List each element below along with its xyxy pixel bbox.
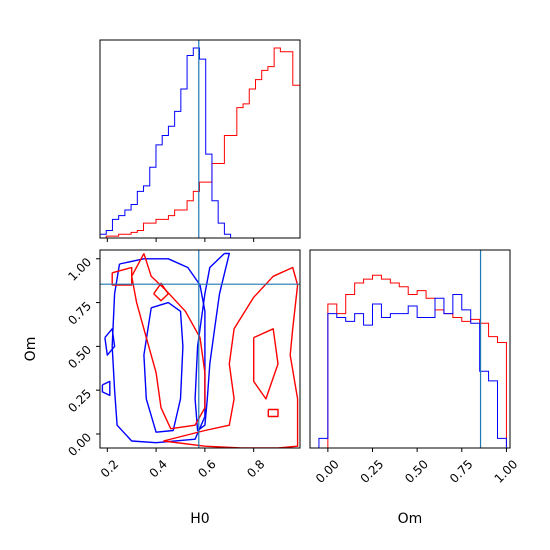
x-tick-label: 0.50 xyxy=(402,457,431,486)
x-tick-label: 1.00 xyxy=(492,457,521,486)
x-tick-label: 0.00 xyxy=(313,457,342,486)
panel-hist-H0 xyxy=(99,39,301,242)
x-tick-label: 0.6 xyxy=(195,457,218,480)
x-axis-label-Om: Om xyxy=(398,511,423,527)
histogram-series-0 xyxy=(100,47,300,238)
hist-Om-frame xyxy=(309,249,511,449)
panel-contour-H0-Om: 0.2 0.4 0.6 0.8 0.00 0.25 0.50 0.75 1.00 H0 Om xyxy=(23,249,301,527)
y-tick-label: 1.00 xyxy=(65,255,94,284)
contour-line-6 xyxy=(111,266,133,286)
contour-line-8 xyxy=(153,282,170,302)
x-tick-label: 0.75 xyxy=(447,457,476,486)
y-tick-label: 0.00 xyxy=(65,430,94,459)
y-tick-label: 0.25 xyxy=(65,386,94,415)
contour-line-7 xyxy=(267,408,279,418)
contour-line-10 xyxy=(101,380,111,397)
histogram-series-1 xyxy=(100,47,300,238)
panel-hist-Om: 0.00 0.25 0.50 0.75 1.00 Om xyxy=(309,249,521,527)
x-tick-label: 0.2 xyxy=(98,457,121,480)
contour-line-0 xyxy=(111,258,206,444)
contour-line-1 xyxy=(143,301,184,433)
hist-H0-frame xyxy=(99,39,301,239)
contour-frame xyxy=(99,249,301,449)
y-tick-label: 0.50 xyxy=(65,343,94,372)
histogram-series-0 xyxy=(318,274,507,448)
x-tick-label: 0.4 xyxy=(147,457,170,480)
contour-line-3 xyxy=(130,253,206,430)
y-tick-label: 0.75 xyxy=(65,299,94,328)
contour-line-2 xyxy=(194,252,231,432)
contour-line-5 xyxy=(252,328,279,400)
contour-line-9 xyxy=(104,328,116,356)
histogram-series-1 xyxy=(318,293,507,448)
x-tick-label: 0.25 xyxy=(358,457,387,486)
x-tick-label: 0.8 xyxy=(244,457,267,480)
x-axis-label-H0: H0 xyxy=(190,511,209,527)
y-axis-label-Om: Om xyxy=(23,337,39,362)
contour-line-4 xyxy=(163,266,299,448)
